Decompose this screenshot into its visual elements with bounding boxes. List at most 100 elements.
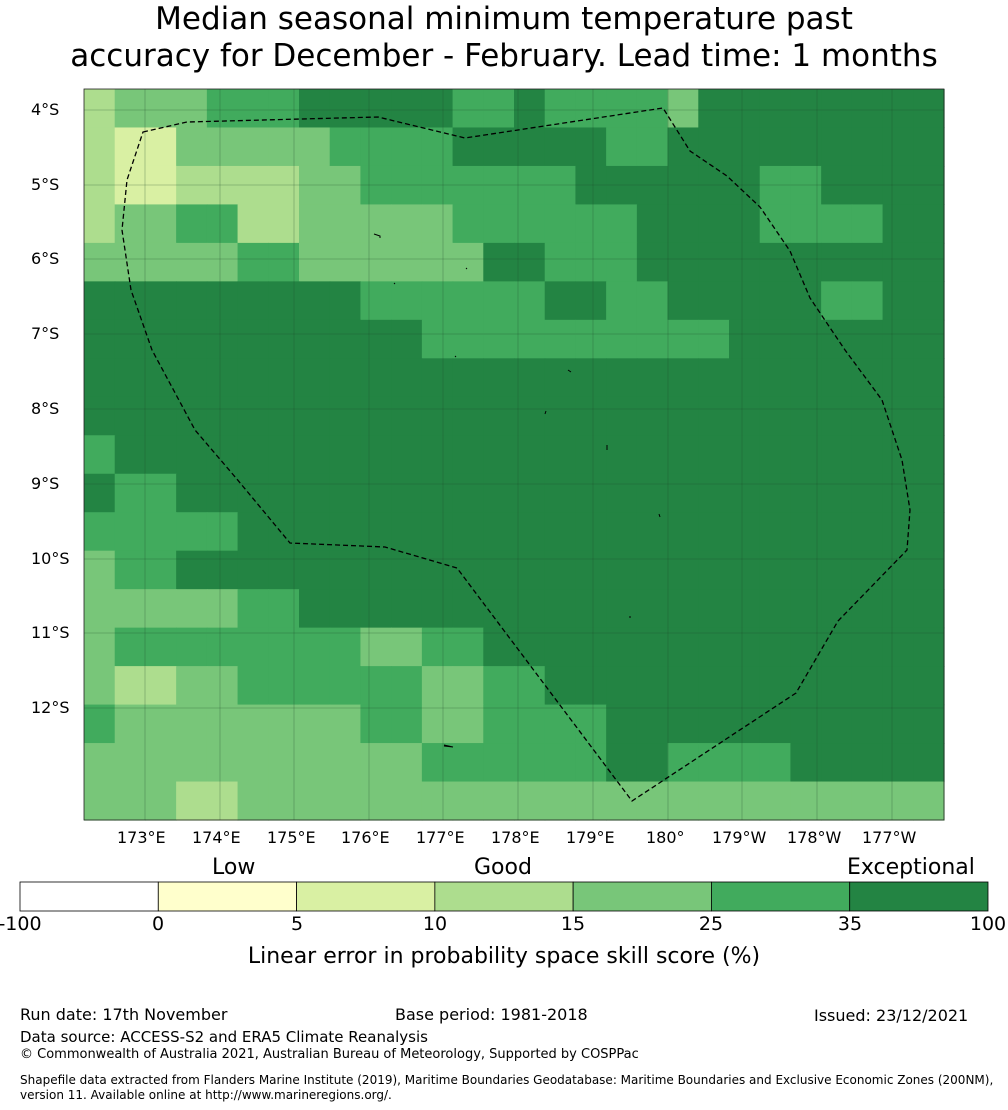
colorbar-segment [849, 881, 989, 912]
skill-cell [575, 319, 607, 359]
skill-cell [698, 627, 730, 667]
skill-cell [698, 396, 730, 436]
skill-cell [882, 358, 914, 398]
skill-cell [176, 627, 208, 667]
skill-cell [299, 666, 331, 706]
skill-cell [421, 396, 454, 436]
skill-cell [851, 396, 884, 436]
skill-cell [483, 358, 515, 398]
skill-cell [729, 165, 761, 206]
skill-cell [729, 512, 761, 552]
skill-cell [421, 281, 454, 321]
skill-cell [452, 473, 484, 513]
skill-cell [84, 781, 116, 821]
skill-cell [759, 781, 792, 821]
skill-cell [421, 242, 454, 282]
colorbar-label: Linear error in probability space skill … [247, 944, 761, 969]
skill-cell [698, 204, 730, 244]
skill-cell [421, 589, 454, 629]
skill-cell [176, 281, 208, 321]
skill-cell [575, 396, 607, 436]
skill-cell [759, 473, 792, 513]
skill-cell [636, 89, 669, 129]
skill-cell [237, 358, 269, 398]
skill-cell [84, 512, 116, 552]
skill-cell [421, 666, 454, 706]
skill-cell [759, 89, 792, 129]
skill-cell [636, 127, 669, 167]
colorbar-tick: -100 [0, 913, 42, 935]
skill-cell [206, 589, 239, 629]
lat-label: 7°S [31, 324, 60, 343]
skill-cell [821, 358, 853, 398]
skill-cell [114, 627, 147, 667]
skill-cell [421, 204, 454, 244]
skill-cell [913, 589, 945, 629]
skill-cell [667, 204, 699, 244]
skill-cell [759, 396, 792, 436]
skill-cell [176, 473, 208, 513]
skill-cell [882, 165, 914, 206]
skill-cell [391, 512, 423, 552]
eez-boundary [121, 107, 911, 802]
skill-cell [606, 358, 638, 398]
skill-cell [145, 704, 177, 744]
lat-label: 9°S [31, 474, 60, 493]
skill-cell [329, 358, 362, 398]
skill-cell [698, 89, 730, 129]
skill-cell [176, 127, 208, 167]
skill-cell [176, 512, 208, 552]
skill-cell [145, 127, 177, 167]
skill-cell [913, 242, 945, 282]
skill-cell [729, 550, 761, 590]
skill-cell [452, 512, 484, 552]
skill-cell [84, 127, 116, 167]
skill-cell [145, 358, 177, 398]
skill-cell [913, 435, 945, 475]
island [567, 369, 572, 373]
skill-cell [606, 281, 638, 321]
skill-cell [452, 242, 484, 282]
skill-cell [360, 204, 392, 244]
skill-cell [145, 204, 177, 244]
skill-cell [268, 89, 300, 129]
skill-cell [667, 242, 699, 282]
skill-cell [790, 319, 822, 359]
skill-cell [391, 589, 423, 629]
skill-cell [268, 627, 300, 667]
skill-cell [391, 281, 423, 321]
skill-cell [851, 127, 884, 167]
skill-cell [882, 473, 914, 513]
skill-cell [575, 704, 607, 744]
skill-cell [606, 242, 638, 282]
skill-cell [790, 550, 822, 590]
skill-cell [667, 627, 699, 667]
skill-cell [84, 242, 116, 282]
skill-cell [729, 204, 761, 244]
skill-cell [790, 358, 822, 398]
skill-cell [299, 627, 331, 667]
skill-cell [176, 204, 208, 244]
skill-cell [759, 666, 792, 706]
skill-cell [145, 743, 177, 783]
lon-label: 174°E [192, 828, 241, 847]
skill-cell [851, 165, 884, 206]
skill-cell [299, 89, 331, 129]
skill-cell [145, 319, 177, 359]
skill-cell [514, 704, 546, 744]
skill-cell [114, 589, 147, 629]
skill-cell [544, 127, 577, 167]
skill-cell [882, 127, 914, 167]
skill-cell [176, 781, 208, 821]
skill-cell [176, 589, 208, 629]
skill-cell [913, 743, 945, 783]
issued-date: Issued: 23/12/2021 [814, 1006, 969, 1025]
skill-cell [882, 281, 914, 321]
skill-cell [913, 473, 945, 513]
skill-cell [421, 89, 454, 129]
skill-cell [452, 627, 484, 667]
skill-cell [575, 743, 607, 783]
skill-cell [913, 627, 945, 667]
skill-cell [882, 435, 914, 475]
skill-cell [729, 781, 761, 821]
